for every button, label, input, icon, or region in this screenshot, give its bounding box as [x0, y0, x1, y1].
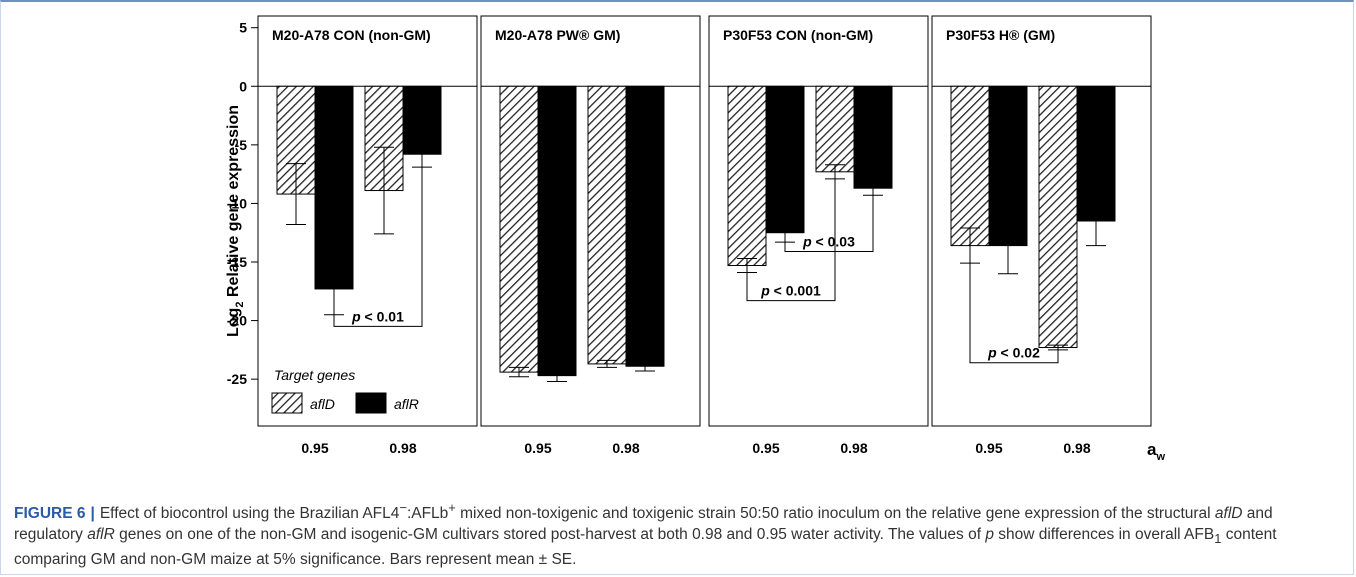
panel-frame: [931, 15, 1152, 427]
caption-text-2: :AFLb: [406, 505, 449, 523]
caption-separator: |: [90, 505, 95, 523]
legend-title: Target genes: [274, 367, 355, 383]
significance-value: < 0.02: [997, 345, 1040, 361]
x-tick-label: 0.95: [301, 440, 328, 456]
significance-label: p < 0.001: [760, 283, 821, 299]
bar-afld-095: [499, 85, 539, 373]
x-tick-label: 0.95: [975, 440, 1002, 456]
caption-text-3: mixed non-toxigenic and toxigenic strain…: [455, 505, 1215, 523]
legend-label-aflr: aflR: [394, 396, 419, 412]
caption-text-1: Effect of biocontrol using the Brazilian…: [99, 505, 400, 523]
legend-swatch-aflr: [355, 392, 387, 414]
caption-text-7: content comparing GM and non-GM maize at…: [14, 526, 1277, 569]
caption-text-4: and regulatory: [14, 505, 1273, 544]
panel-frame: [708, 15, 929, 427]
x-axis-label-main: a: [1147, 440, 1157, 459]
significance-bracket: [784, 195, 874, 252]
x-tick-label: 0.95: [524, 440, 551, 456]
bar-afld-095: [950, 85, 990, 247]
figure-caption: FIGURE 6 | Effect of biocontrol using the …: [14, 497, 1339, 570]
bar-aflr-098: [853, 85, 893, 189]
significance-value: < 0.03: [812, 233, 855, 249]
significance-label: p < 0.03: [802, 233, 855, 249]
bar-aflr-095: [314, 85, 354, 290]
bar-afld-095: [727, 85, 767, 267]
significance-bracket: [333, 167, 423, 327]
y-tick-label: -20: [227, 313, 247, 329]
panel-title: M20-A78 CON (non-GM): [272, 27, 431, 43]
significance-bracket: [746, 178, 836, 302]
y-axis-label-main: Log: [225, 308, 242, 337]
y-tick-label: -5: [235, 137, 248, 153]
significance-p: p: [802, 233, 812, 249]
y-tick-label: -25: [227, 371, 247, 387]
x-axis-label: aw: [1147, 440, 1165, 463]
figure-label: FIGURE 6: [14, 505, 86, 523]
x-axis-label-sub: w: [1155, 451, 1165, 463]
caption-subscript-1: 1: [1214, 531, 1222, 547]
panel-frame: [480, 15, 701, 427]
significance-value: < 0.001: [770, 283, 821, 299]
caption-superscript-minus: −: [399, 500, 407, 515]
significance-p: p: [760, 283, 770, 299]
legend-swatch-afld: [271, 392, 303, 414]
bar-aflr-098: [625, 85, 665, 367]
bar-aflr-095: [765, 85, 805, 234]
bar-afld-098: [587, 85, 627, 365]
bar-aflr-095: [537, 85, 577, 377]
caption-gene-afld: aflD: [1214, 505, 1243, 523]
x-tick-label: 0.98: [1063, 440, 1090, 456]
significance-label: p < 0.02: [987, 345, 1040, 361]
caption-superscript-plus: +: [448, 500, 456, 515]
panel-title: M20-A78 PW® GM): [495, 27, 620, 43]
y-axis-label-sub: 2: [234, 302, 246, 308]
y-tick-label: -10: [227, 195, 247, 211]
x-tick-label: 0.98: [612, 440, 639, 456]
x-tick-label: 0.95: [752, 440, 779, 456]
caption-text-5: genes on one of the non-GM and isogenic-…: [114, 526, 986, 544]
caption-gene-aflr: aflR: [87, 526, 115, 544]
y-tick-label: -15: [227, 254, 247, 270]
panel-title: P30F53 H® (GM): [946, 27, 1055, 43]
y-axis-label-rest: Relative gene expression: [225, 105, 242, 302]
legend-label-afld: aflD: [310, 396, 335, 412]
significance-value: < 0.01: [361, 308, 404, 324]
significance-bracket: [969, 263, 1059, 364]
y-axis-label: Log2 Relative gene expression: [225, 105, 246, 337]
x-tick-label: 0.98: [840, 440, 867, 456]
significance-p: p: [987, 345, 997, 361]
y-tick-label: 5: [239, 20, 247, 36]
caption-text-6: show differences in overall AFB: [993, 526, 1215, 544]
y-tick-label: 0: [239, 78, 247, 94]
bar-afld-098: [1038, 85, 1078, 349]
significance-label: p < 0.01: [351, 308, 404, 324]
bar-chart: 5 0 -5 -10 -15 -20 -25 Log2 Relative gene expre…: [225, 15, 1165, 463]
panel-title: P30F53 CON (non-GM): [723, 27, 873, 43]
panel-frame: [257, 15, 478, 427]
significance-p: p: [351, 308, 361, 324]
x-tick-label: 0.98: [389, 440, 416, 456]
bar-afld-098: [815, 85, 855, 173]
caption-p-variable: p: [985, 526, 994, 544]
